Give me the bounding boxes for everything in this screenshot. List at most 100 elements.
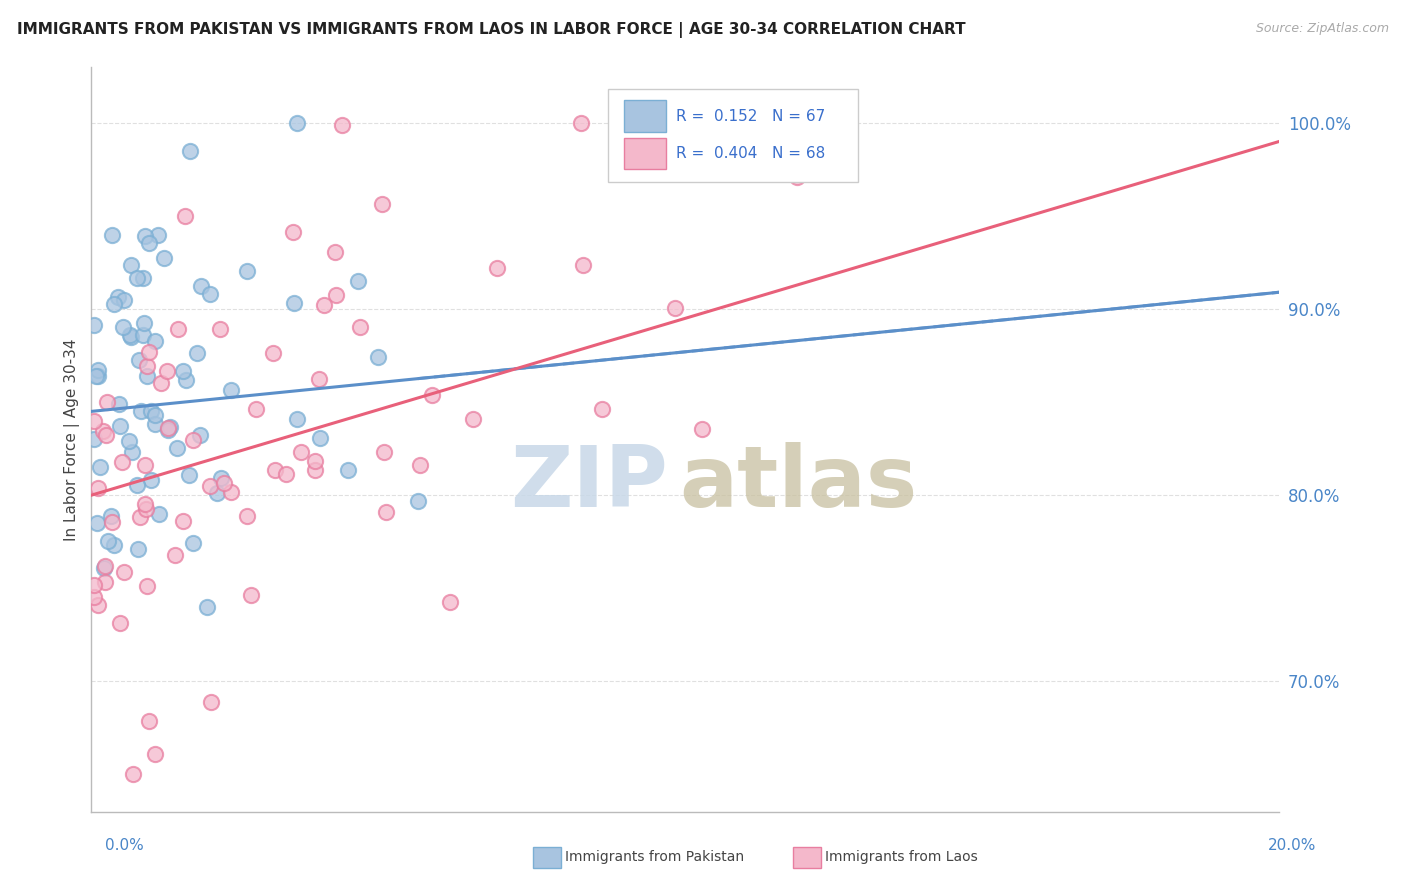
- Point: [172, 364, 194, 378]
- Point: [96, 428, 118, 442]
- Point: [157, 424, 180, 438]
- Point: [132, 270, 155, 285]
- Point: [103, 538, 125, 552]
- Point: [156, 364, 179, 378]
- Point: [111, 454, 134, 468]
- Point: [129, 404, 152, 418]
- Text: 20.0%: 20.0%: [1268, 838, 1316, 853]
- Point: [139, 473, 162, 487]
- Point: [219, 485, 242, 500]
- Point: [121, 445, 143, 459]
- Point: [96, 395, 118, 409]
- Point: [741, 150, 763, 164]
- Point: [101, 228, 124, 243]
- Point: [127, 271, 149, 285]
- Point: [108, 397, 131, 411]
- Point: [569, 116, 592, 130]
- Point: [308, 372, 330, 386]
- Point: [370, 196, 392, 211]
- Point: [157, 421, 180, 435]
- Point: [93, 561, 115, 575]
- Point: [149, 376, 172, 391]
- Point: [143, 334, 166, 348]
- Point: [373, 445, 395, 459]
- Point: [304, 463, 326, 477]
- Point: [128, 509, 150, 524]
- Point: [325, 288, 347, 302]
- FancyBboxPatch shape: [624, 101, 666, 132]
- Point: [132, 327, 155, 342]
- Point: [97, 534, 120, 549]
- Point: [166, 441, 188, 455]
- Point: [591, 401, 613, 416]
- Point: [290, 445, 312, 459]
- Point: [283, 295, 305, 310]
- Text: R =  0.404   N = 68: R = 0.404 N = 68: [676, 145, 825, 161]
- Point: [148, 507, 170, 521]
- Point: [93, 575, 115, 590]
- Point: [134, 458, 156, 472]
- Point: [198, 287, 221, 301]
- Point: [281, 225, 304, 239]
- Point: [461, 412, 484, 426]
- Point: [128, 352, 150, 367]
- Point: [89, 459, 111, 474]
- Point: [143, 417, 166, 432]
- FancyBboxPatch shape: [624, 137, 666, 169]
- Point: [146, 228, 169, 243]
- Point: [664, 301, 686, 315]
- Point: [100, 508, 122, 523]
- Point: [314, 298, 336, 312]
- Point: [87, 599, 110, 613]
- Point: [188, 428, 211, 442]
- Point: [330, 119, 353, 133]
- Point: [172, 514, 194, 528]
- Point: [219, 384, 242, 398]
- Point: [87, 481, 110, 495]
- Point: [87, 363, 110, 377]
- Point: [135, 502, 157, 516]
- Point: [285, 116, 308, 130]
- Point: [409, 458, 432, 473]
- Point: [239, 588, 262, 602]
- Text: 0.0%: 0.0%: [105, 838, 145, 853]
- Point: [125, 477, 148, 491]
- Point: [174, 209, 197, 223]
- Point: [138, 344, 160, 359]
- Text: atlas: atlas: [679, 442, 918, 525]
- Point: [165, 549, 187, 563]
- Point: [135, 579, 157, 593]
- Point: [264, 463, 287, 477]
- Point: [186, 345, 208, 359]
- Point: [91, 424, 114, 438]
- Point: [159, 420, 181, 434]
- Point: [110, 419, 132, 434]
- Point: [87, 368, 110, 383]
- Point: [83, 432, 105, 446]
- Point: [367, 351, 389, 365]
- Point: [786, 169, 808, 184]
- Point: [122, 767, 145, 781]
- Point: [336, 463, 359, 477]
- Point: [174, 373, 197, 387]
- Point: [127, 541, 149, 556]
- Point: [439, 595, 461, 609]
- Point: [262, 345, 284, 359]
- Text: R =  0.152   N = 67: R = 0.152 N = 67: [676, 109, 825, 124]
- Point: [100, 516, 122, 530]
- Point: [346, 274, 368, 288]
- Point: [111, 320, 134, 334]
- Point: [236, 263, 259, 277]
- Point: [134, 229, 156, 244]
- Point: [120, 258, 142, 272]
- Point: [200, 695, 222, 709]
- Point: [406, 494, 429, 508]
- Point: [205, 486, 228, 500]
- Text: ZIP: ZIP: [510, 442, 668, 525]
- Point: [375, 505, 398, 519]
- Point: [120, 328, 142, 343]
- FancyBboxPatch shape: [609, 89, 858, 182]
- Text: Source: ZipAtlas.com: Source: ZipAtlas.com: [1256, 22, 1389, 36]
- Point: [143, 747, 166, 761]
- Point: [276, 467, 298, 481]
